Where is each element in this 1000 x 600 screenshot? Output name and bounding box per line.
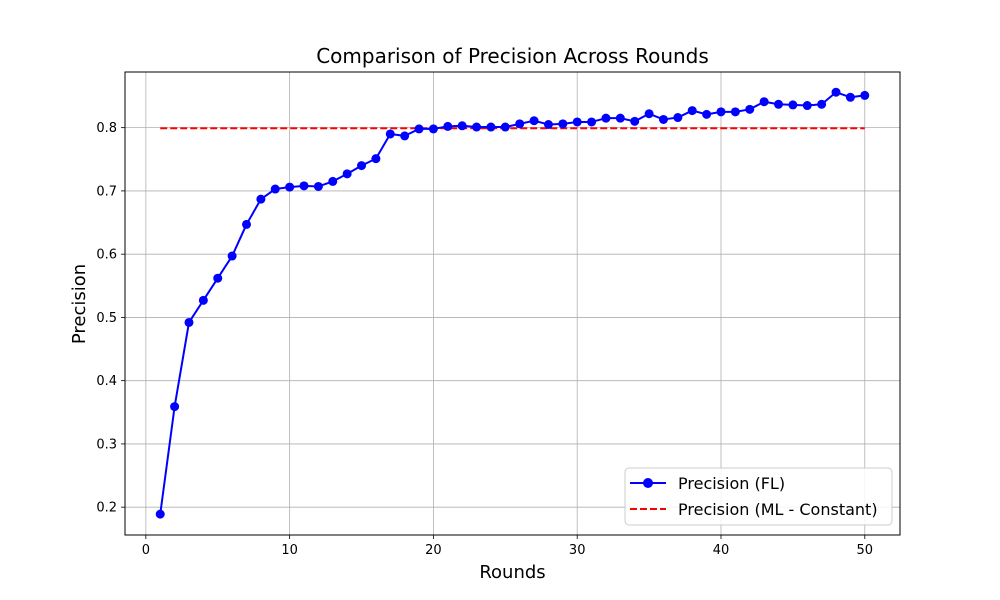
fl-data-point [170,402,180,412]
fl-data-point [860,90,870,100]
fl-data-point [817,99,827,109]
fl-data-point [371,154,381,164]
fl-data-point [457,121,467,131]
fl-data-point [515,119,525,129]
x-tick-label: 20 [425,543,442,558]
fl-data-point [558,119,568,129]
x-tick-label: 10 [281,543,298,558]
fl-data-point [227,251,237,261]
x-tick-label: 0 [142,543,150,558]
fl-data-point [285,182,295,192]
y-tick-label: 0.5 [96,311,117,326]
chart-title: Comparison of Precision Across Rounds [316,44,709,68]
fl-data-point [357,161,367,171]
fl-data-point [400,131,410,141]
legend-marker-fl [643,478,653,488]
fl-data-point [802,101,812,111]
fl-data-point [198,295,208,305]
fl-data-point [788,100,798,110]
fl-data-point [428,124,438,134]
fl-data-point [730,107,740,117]
fl-data-point [342,169,352,179]
fl-data-point [213,273,223,283]
fl-data-point [572,117,582,127]
y-tick-label: 0.7 [96,184,117,199]
y-tick-label: 0.6 [96,248,117,263]
fl-data-point [256,194,266,204]
legend-label-ml: Precision (ML - Constant) [678,500,878,519]
fl-data-point [184,317,194,327]
fl-data-point [658,114,668,124]
x-tick-label: 50 [856,543,873,558]
fl-data-point [673,113,683,123]
fl-data-point [615,113,625,123]
fl-data-point [414,124,424,134]
fl-data-point [601,113,611,123]
fl-data-point [644,109,654,119]
fl-data-point [774,99,784,109]
fl-data-point [529,116,539,126]
fl-data-point [328,176,338,186]
fl-data-point [745,104,755,114]
y-tick-label: 0.3 [96,437,117,452]
fl-data-point [443,121,453,131]
legend: Precision (FL) Precision (ML - Constant) [624,467,893,526]
fl-data-point [299,181,309,191]
fl-data-point [759,97,769,107]
fl-data-point [500,122,510,132]
plot-frame [124,71,901,536]
fl-data-point [486,122,496,132]
legend-box [624,467,893,526]
fl-data-point [845,92,855,102]
fl-data-point [472,122,482,132]
fl-data-point [385,129,395,139]
fl-data-point [630,116,640,126]
y-tick-label: 0.2 [96,501,117,516]
y-axis-title: Precision [69,264,90,344]
x-tick-label: 30 [569,543,586,558]
fl-data-point [587,117,597,127]
fl-data-point [155,509,165,519]
x-tick-label: 40 [713,543,730,558]
fl-data-point [543,119,553,129]
y-tick-label: 0.4 [96,374,117,389]
plot-series [155,87,870,519]
fl-data-point [702,109,712,119]
fl-data-point [270,184,280,194]
y-tick-label: 0.8 [96,121,117,136]
fl-data-point [831,87,841,97]
fl-data-point [313,181,323,191]
legend-label-fl: Precision (FL) [678,474,785,493]
fl-data-point [716,107,726,117]
fl-data-point [241,219,251,229]
axis-ticks: 0 10 20 30 40 50 0.2 0.3 0.4 0.5 0.6 0.7 0.8 [96,121,873,558]
x-axis-title: Rounds [479,562,545,583]
fl-data-point [687,106,697,116]
